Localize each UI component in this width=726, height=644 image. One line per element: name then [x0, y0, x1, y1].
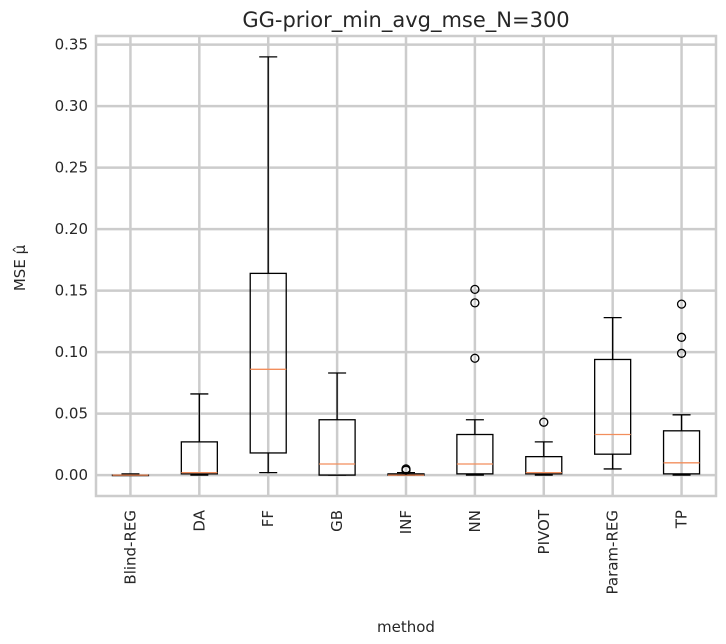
- box-pivot: [525, 417, 563, 476]
- outlier-point: [470, 284, 480, 295]
- outlier-point: [401, 464, 411, 474]
- box-gb: [318, 372, 356, 476]
- y-tick-label: 0.15: [55, 282, 88, 300]
- outlier-point: [539, 417, 549, 427]
- plot-area-border: [94, 34, 718, 498]
- iqr-box: [594, 358, 632, 455]
- x-tick-label: DA: [190, 509, 208, 531]
- iqr-box: [318, 419, 356, 476]
- box-param-reg: [594, 317, 632, 470]
- box-blind-reg: [111, 473, 150, 477]
- x-tick-label: Param-REG: [604, 510, 622, 594]
- x-tick-label: NN: [466, 510, 484, 532]
- iqr-box: [662, 430, 701, 475]
- iqr-box: [456, 433, 494, 475]
- x-tick-label: Blind-REG: [121, 510, 139, 585]
- outlier-point: [676, 299, 687, 309]
- box-layer: [111, 56, 701, 477]
- y-tick-label: 0.20: [55, 220, 88, 238]
- iqr-box: [180, 441, 218, 475]
- y-axis-label: MSE μ̂: [11, 244, 29, 291]
- outlier-point: [676, 348, 687, 358]
- box-da: [180, 393, 218, 476]
- x-tick-label: TP: [673, 510, 691, 529]
- x-tick-labels: Blind-REG DA FF GB INF NN PIVOT Param-REG TP: [121, 509, 690, 594]
- chart-title: GG-prior_min_avg_mse_N=300: [242, 8, 569, 33]
- x-tick-label: INF: [397, 510, 415, 534]
- box-inf: [387, 464, 425, 476]
- iqr-box: [525, 455, 563, 475]
- x-axis-label: method: [377, 618, 435, 636]
- x-tick-label: FF: [259, 510, 277, 527]
- box-tp: [662, 299, 701, 476]
- box-ff: [249, 56, 287, 474]
- x-tick-label: GB: [328, 510, 346, 532]
- y-tick-label: 0.35: [55, 36, 88, 54]
- y-tick-label: 0.05: [55, 405, 88, 423]
- y-tick-labels: 0.00 0.05 0.10 0.15 0.20 0.25 0.30 0.35: [55, 36, 88, 484]
- x-tick-label: PIVOT: [535, 509, 553, 554]
- outlier-point: [676, 332, 687, 342]
- iqr-box: [249, 272, 287, 454]
- axes-frame: [94, 34, 718, 498]
- y-tick-label: 0.25: [55, 159, 88, 177]
- outlier-point: [470, 298, 480, 308]
- y-tick-label: 0.10: [55, 343, 88, 361]
- outlier-point: [470, 353, 480, 363]
- y-tick-label: 0.00: [55, 466, 88, 484]
- box-nn: [456, 284, 494, 476]
- grid-layer: [96, 36, 716, 496]
- y-tick-label: 0.30: [55, 97, 88, 115]
